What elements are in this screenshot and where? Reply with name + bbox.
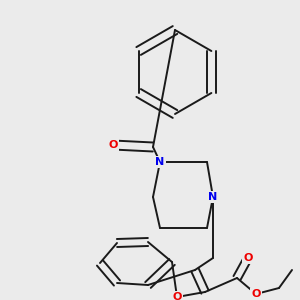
Text: O: O <box>243 253 253 263</box>
Text: O: O <box>251 289 261 299</box>
Text: N: N <box>208 192 217 202</box>
Text: N: N <box>155 157 165 167</box>
Text: O: O <box>108 140 118 150</box>
Text: O: O <box>172 292 182 300</box>
